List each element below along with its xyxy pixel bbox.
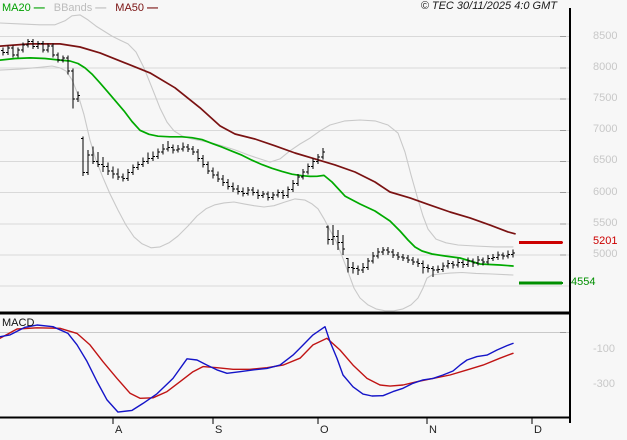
macd-tick-label: -300 [593, 378, 616, 390]
legend-item-ma20: MA20— [2, 2, 45, 14]
legend-item-ma50: MA50— [115, 2, 159, 14]
support-level-marker [519, 281, 562, 285]
macd-panel[interactable] [0, 315, 570, 417]
month-label: A [115, 424, 123, 436]
legend-dash-icon: — [95, 2, 107, 14]
price-tick-label: 8500 [593, 29, 618, 42]
bollinger-lower-band [0, 65, 514, 312]
candlestick-series [1, 39, 515, 277]
panel-divider [0, 311, 570, 315]
legend-item-bbands: BBands — [53, 2, 107, 14]
time-axis-line [0, 416, 571, 419]
support-level-label: 4554 [571, 275, 596, 288]
resistance-level-marker [519, 240, 562, 244]
price-axis-line [569, 8, 571, 423]
ma50-line [0, 43, 516, 235]
indicator-legend: MA20— BBands — MA50— [2, 2, 167, 14]
month-label: N [429, 424, 437, 436]
resistance-level-axis-tick [557, 241, 563, 244]
macd-tick-label: -100 [593, 343, 616, 355]
macd-line [0, 324, 514, 413]
price-tick-label: 7000 [593, 123, 618, 136]
price-tick-label: 5500 [593, 216, 618, 229]
price-tick-label: 6500 [593, 154, 618, 167]
legend-dash-icon: — [147, 2, 159, 14]
ma20-line [0, 57, 514, 267]
legend-dash-icon: — [33, 2, 45, 14]
macd-panel-label: MACD [2, 317, 35, 329]
price-tick-label: 8000 [593, 60, 618, 73]
copyright-text: © TEC 30/11/2025 4:0 GMT [420, 0, 557, 12]
price-tick-label: 6000 [593, 185, 618, 198]
month-label: D [534, 424, 542, 436]
resistance-level-label: 5201 [593, 235, 618, 248]
price-tick-label: 7500 [593, 92, 618, 105]
support-level-axis-tick [557, 281, 563, 284]
price-panel[interactable] [0, 0, 570, 312]
bollinger-upper-band [0, 14, 514, 248]
month-label: O [320, 424, 329, 436]
price-tick-label: 5000 [593, 247, 618, 260]
month-label: S [215, 424, 223, 436]
